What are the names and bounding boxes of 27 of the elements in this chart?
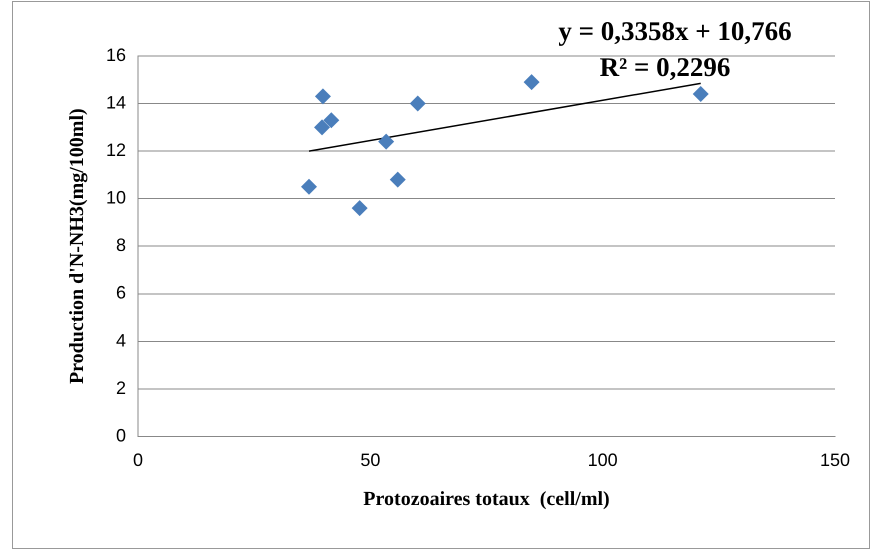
x-axis-title: Protozoaires totaux (cell/ml) xyxy=(363,488,610,510)
y-tick-label: 10 xyxy=(106,188,126,208)
point xyxy=(410,96,426,112)
text: y = 0,3358x + 10,766 xyxy=(558,16,792,46)
y-tick-label: 2 xyxy=(116,378,126,398)
y-tick-label: 4 xyxy=(116,330,126,350)
y-axis-title: Production d'N-NH3(mg/100ml) xyxy=(66,108,88,384)
point xyxy=(323,112,340,128)
y-tick-label: 12 xyxy=(106,140,126,160)
point xyxy=(390,172,406,188)
point xyxy=(314,119,330,136)
point xyxy=(524,74,540,90)
x-tick-label: 100 xyxy=(588,450,618,470)
y-tick-label: 0 xyxy=(116,425,126,446)
y-tick-label: 8 xyxy=(116,235,126,256)
point xyxy=(352,200,368,216)
x-tick-label: 0 xyxy=(133,450,144,470)
y-tick-label: 14 xyxy=(106,92,126,113)
point xyxy=(378,134,394,150)
point xyxy=(692,86,709,102)
y-tick-label: 16 xyxy=(106,44,126,65)
x-tick-label: 50 xyxy=(360,450,380,470)
point xyxy=(301,178,318,195)
annotation: R² = 0,2296 xyxy=(600,52,730,82)
y-tick-label: 6 xyxy=(116,282,126,303)
point xyxy=(314,88,331,104)
x-tick-label: 150 xyxy=(820,450,850,470)
